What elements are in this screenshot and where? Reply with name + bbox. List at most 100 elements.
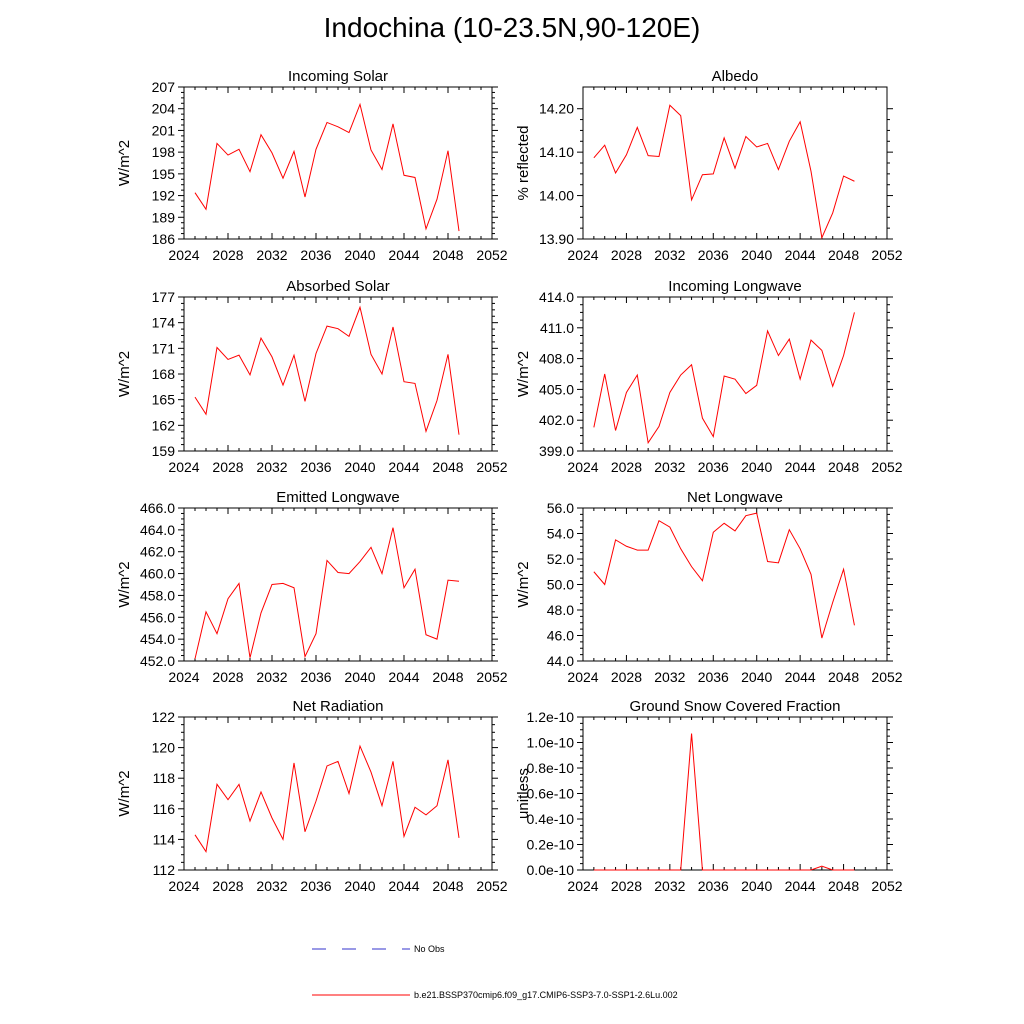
series-line [593, 104, 855, 240]
chart-panel: Emitted Longwave W/m^2 2024 2028 2032 2036 204… [116, 489, 508, 685]
y-tick-label: 162 [152, 417, 176, 433]
series-line [194, 527, 460, 659]
x-tick-label: 2032 [654, 878, 685, 894]
chart-panel: Net Radiation W/m^2 2024 2028 2032 2036 2040 20… [116, 698, 508, 894]
x-tick-label: 2028 [611, 878, 642, 894]
y-tick-label: 186 [152, 231, 176, 247]
y-tick-label: 116 [153, 801, 176, 817]
legend: No Obs b.e21.BSSP370cmip6.f09_g17.CMIP6-… [312, 944, 678, 1000]
series-line [593, 733, 855, 871]
x-tick-label: 2048 [432, 459, 463, 475]
y-tick-label: 14.10 [539, 144, 574, 160]
x-tick-label: 2040 [344, 459, 375, 475]
x-tick-label: 2036 [698, 459, 729, 475]
chart-panel: Incoming Solar W/m^2 2024 2028 2032 2036 2040 2… [116, 68, 508, 263]
y-tick-label: 0.2e-10 [527, 837, 575, 853]
x-tick-label: 2028 [212, 247, 243, 263]
y-axis-label: unitless [515, 768, 532, 819]
plot-frame [183, 716, 493, 871]
x-tick-label: 2044 [785, 247, 816, 263]
x-tick-label: 2044 [388, 247, 419, 263]
x-tick-label: 2036 [300, 878, 331, 894]
y-axis-label: W/m^2 [515, 351, 532, 397]
y-tick-label: 462.0 [140, 544, 175, 560]
x-tick-label: 2044 [388, 878, 419, 894]
y-tick-label: 14.00 [539, 188, 574, 204]
x-tick-label: 2048 [432, 878, 463, 894]
plot-frame [582, 716, 888, 871]
x-tick-label: 2024 [567, 878, 598, 894]
panel-title: Net Radiation [293, 698, 384, 715]
x-tick-label: 2032 [256, 459, 287, 475]
y-axis-label: W/m^2 [515, 561, 532, 607]
series-line [194, 305, 460, 435]
y-tick-label: 14.20 [539, 101, 574, 117]
y-tick-label: 466.0 [140, 500, 175, 516]
y-tick-label: 0.0e-10 [527, 862, 575, 878]
y-tick-label: 408.0 [539, 351, 574, 367]
y-tick-label: 1.0e-10 [527, 735, 575, 751]
x-tick-label: 2040 [741, 669, 772, 685]
chart-panel: Albedo % reflected 2024 2028 2032 2036 2040 204… [515, 68, 903, 263]
y-axis-label: W/m^2 [116, 561, 133, 607]
y-tick-label: 50.0 [547, 577, 574, 593]
y-tick-label: 165 [152, 392, 176, 408]
x-tick-label: 2040 [344, 247, 375, 263]
x-tick-label: 2048 [828, 459, 859, 475]
y-axis-label: W/m^2 [116, 770, 133, 816]
panel-title: Net Longwave [687, 489, 783, 506]
y-tick-label: 171 [152, 340, 176, 356]
x-tick-label: 2032 [654, 669, 685, 685]
x-tick-label: 2044 [785, 669, 816, 685]
y-tick-label: 460.0 [140, 566, 175, 582]
x-tick-label: 2028 [212, 878, 243, 894]
plot-frame [183, 507, 493, 662]
y-tick-label: 198 [152, 144, 176, 160]
x-tick-label: 2024 [168, 878, 199, 894]
x-tick-label: 2052 [476, 459, 507, 475]
y-tick-label: 1.2e-10 [527, 709, 575, 725]
x-tick-label: 2044 [785, 878, 816, 894]
y-tick-label: 174 [152, 315, 176, 331]
x-tick-label: 2036 [698, 669, 729, 685]
x-tick-label: 2028 [212, 669, 243, 685]
chart-panel: Incoming Longwave W/m^2 2024 2028 2032 2036 20… [515, 278, 903, 475]
x-tick-label: 2032 [256, 247, 287, 263]
y-tick-label: 414.0 [539, 289, 574, 305]
plot-frame [183, 86, 493, 240]
x-tick-label: 2036 [300, 669, 331, 685]
x-tick-label: 2052 [476, 669, 507, 685]
figure-title: Indochina (10-23.5N,90-120E) [323, 12, 701, 43]
x-tick-label: 2052 [871, 878, 902, 894]
y-tick-label: 48.0 [547, 602, 574, 618]
x-tick-label: 2040 [741, 459, 772, 475]
x-tick-label: 2028 [611, 459, 642, 475]
chart-panel: Net Longwave W/m^2 2024 2028 2032 2036 2040 204… [515, 489, 903, 685]
y-tick-label: 13.90 [539, 231, 574, 247]
y-tick-label: 458.0 [140, 587, 175, 603]
x-tick-label: 2048 [432, 669, 463, 685]
panel-title: Emitted Longwave [276, 489, 399, 506]
x-tick-label: 2044 [388, 669, 419, 685]
x-tick-label: 2032 [256, 669, 287, 685]
x-tick-label: 2032 [654, 247, 685, 263]
y-tick-label: 114 [153, 831, 176, 847]
x-tick-label: 2024 [567, 459, 598, 475]
plot-frame [582, 86, 888, 240]
series-line [194, 744, 460, 853]
y-tick-label: 456.0 [140, 609, 175, 625]
x-tick-label: 2028 [611, 247, 642, 263]
y-tick-label: 159 [152, 443, 176, 459]
legend-obs-label: No Obs [414, 944, 445, 954]
y-tick-label: 54.0 [547, 526, 574, 542]
series-line [593, 312, 855, 445]
legend-model-label: b.e21.BSSP370cmip6.f09_g17.CMIP6-SSP3-7.… [414, 990, 678, 1000]
x-tick-label: 2040 [344, 878, 375, 894]
x-tick-label: 2040 [741, 247, 772, 263]
x-tick-label: 2048 [432, 247, 463, 263]
y-tick-label: 112 [153, 862, 176, 878]
x-tick-label: 2044 [785, 459, 816, 475]
x-tick-label: 2032 [256, 878, 287, 894]
y-tick-label: 207 [152, 79, 176, 95]
plot-frame [183, 296, 493, 452]
